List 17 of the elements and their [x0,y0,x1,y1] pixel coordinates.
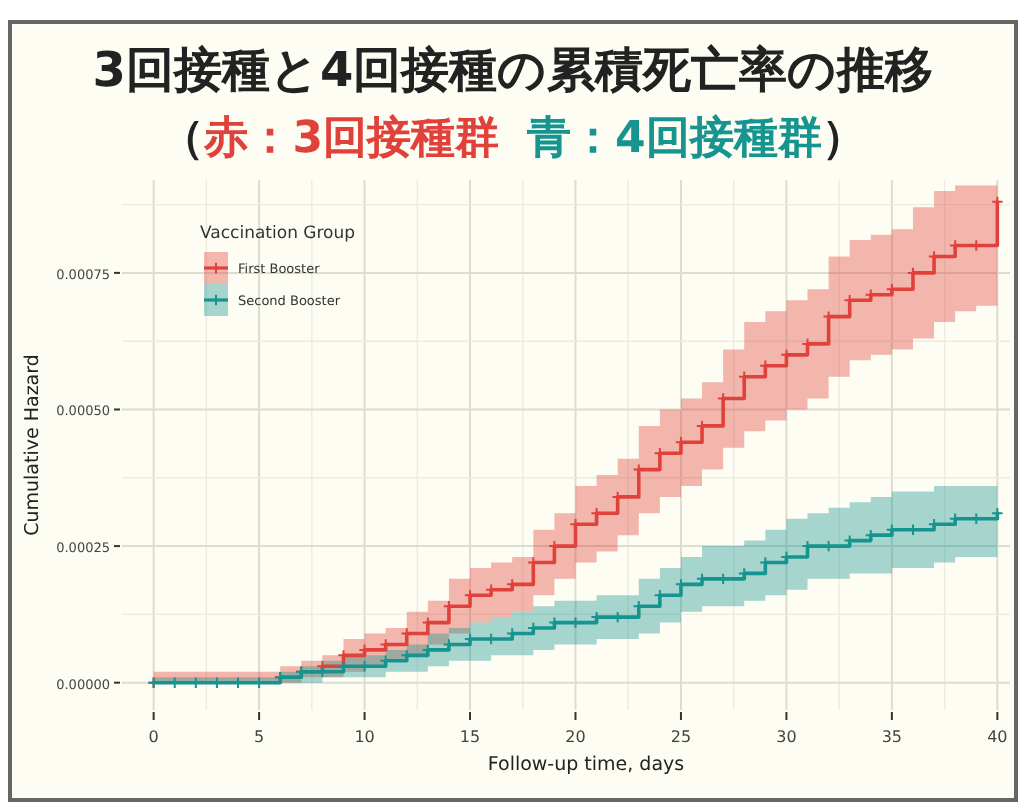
y-axis-title: Cumulative Hazard [22,354,44,536]
x-axis-title: Follow-up time, days [487,754,685,776]
text: （ [160,114,205,164]
chart-title: 3回接種と4回接種の累積死亡率の推移 [92,42,934,98]
x-tick-label: 25 [670,728,692,746]
x-tick-label: 5 [254,728,265,746]
text: 赤：3回接種群 [202,114,499,164]
legend-title: Vaccination Group [200,224,356,244]
x-tick-label: 30 [776,728,797,746]
x-tick-label: 20 [565,728,586,746]
x-tick-label: 10 [354,728,375,746]
x-tick-label: 35 [881,728,903,746]
text: ） [821,114,866,164]
x-tick-label: 40 [987,728,1008,746]
x-tick-label: 0 [148,728,159,746]
text: 青：4回接種群 [525,114,822,164]
x-tick-label: 15 [459,728,481,746]
